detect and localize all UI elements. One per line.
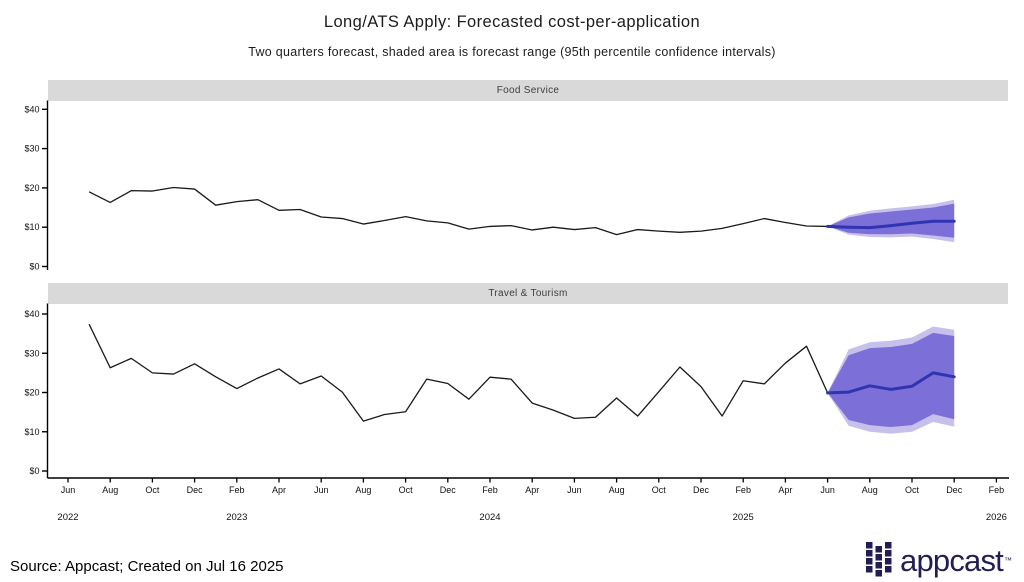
appcast-trademark: ™ [1004,555,1012,565]
x-tick-label: Aug [862,485,878,495]
chart-title: Long/ATS Apply: Forecasted cost-per-appl… [323,13,701,31]
panel-header-label: Food Service [496,85,560,96]
forecast-inner-band [827,203,955,238]
x-tick-label: Jun [61,485,76,495]
source-caption: Source: Appcast; Created on Jul 16 2025 [10,558,284,575]
x-tick-label: Apr [525,485,539,495]
x-year-label: 2026 [986,512,1007,523]
y-tick-label: $0 [29,466,39,476]
x-tick-label: Oct [905,485,920,495]
x-tick-label: Apr [272,485,286,495]
x-tick-label: Dec [693,485,710,495]
historical-line [88,186,828,236]
x-tick-label: Oct [145,485,160,495]
x-tick-label: Jun [314,485,329,495]
x-tick-label: Apr [778,485,792,495]
x-tick-label: Jun [567,485,582,495]
x-year-label: 2025 [733,512,754,523]
y-tick-label: $30 [24,144,39,154]
y-tick-label: $30 [24,348,39,358]
forecast-inner-band [827,332,955,428]
y-tick-label: $20 [24,183,39,193]
appcast-logo-text: appcast [900,542,1004,578]
y-tick-label: $10 [24,427,39,437]
x-tick-label: Aug [102,485,118,495]
x-tick-label: Dec [946,485,963,495]
x-tick-label: Feb [989,485,1005,495]
y-tick-label: $0 [29,262,39,272]
x-tick-label: Jun [820,485,835,495]
historical-line [88,323,829,422]
y-tick-label: $10 [24,222,39,232]
x-tick-label: Aug [355,485,371,495]
panel-header-food-service: Food Service [48,80,1008,101]
x-tick-label: Oct [399,485,414,495]
x-tick-label: Feb [229,485,245,495]
panel-travel-tourism-plot: $0 $10 $20 $30 $40 [24,303,956,478]
panel-header-travel-tourism: Travel & Tourism [48,283,1008,304]
x-tick-label: Feb [735,485,751,495]
y-tick-label: $20 [24,388,39,398]
x-tick-label: Aug [609,485,625,495]
forecast-mid-line [826,219,956,230]
x-tick-label: Oct [652,485,667,495]
y-tick-label: $40 [24,309,39,319]
x-year-label: 2023 [226,512,247,523]
y-tick-label: $40 [24,104,39,114]
panel-header-label: Travel & Tourism [488,288,568,299]
x-year-label: 2024 [479,512,500,523]
x-tick-label: Dec [440,485,457,495]
forecast-mid-line [826,371,956,395]
x-tick-label: Feb [482,485,498,495]
shared-x-axis: Jun Aug Oct Dec Feb Apr Jun Aug Oct Dec Feb Apr Jun A… [47,477,1009,523]
panel-food-service-plot: $0 $10 $20 $30 $40 [24,100,956,272]
x-year-label: 2022 [57,512,78,523]
chart-subtitle: Two quarters forecast, shaded area is fo… [248,45,776,59]
appcast-logo: appcast ™ [866,542,1012,578]
appcast-logo-mark-icon [866,542,892,577]
x-tick-label: Dec [187,485,204,495]
